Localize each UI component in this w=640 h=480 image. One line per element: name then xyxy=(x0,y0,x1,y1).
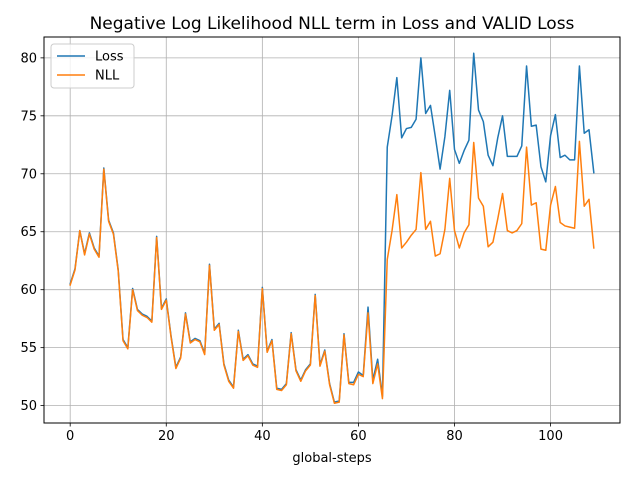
grid-layer xyxy=(44,37,620,423)
series-layer xyxy=(69,52,595,405)
chart-title: Negative Log Likelihood NLL term in Loss… xyxy=(90,14,575,34)
series-line-nll xyxy=(69,140,595,405)
y-tick-label: 75 xyxy=(20,109,37,124)
y-tick-label: 65 xyxy=(20,225,37,240)
legend-box xyxy=(50,43,135,89)
y-tick-label: 70 xyxy=(20,167,37,182)
legend: Loss NLL xyxy=(50,43,135,89)
legend-label-nll: NLL xyxy=(95,69,120,84)
legend-label-loss: Loss xyxy=(95,50,124,65)
y-tick-label: 55 xyxy=(20,341,37,356)
y-tick-label: 60 xyxy=(20,283,37,298)
x-axis-title: global-steps xyxy=(292,451,371,466)
ticks-layer: 0 20 40 60 80 100 50 55 60 65 70 75 80 xyxy=(20,51,563,444)
y-tick-label: 80 xyxy=(20,51,37,66)
x-tick-label: 60 xyxy=(350,429,367,444)
x-tick-label: 0 xyxy=(66,429,74,444)
plot-frame xyxy=(43,36,621,424)
x-tick-label: 100 xyxy=(538,429,563,444)
x-tick-label: 20 xyxy=(158,429,175,444)
y-tick-label: 50 xyxy=(20,399,37,414)
x-tick-label: 80 xyxy=(446,429,463,444)
x-tick-label: 40 xyxy=(254,429,271,444)
